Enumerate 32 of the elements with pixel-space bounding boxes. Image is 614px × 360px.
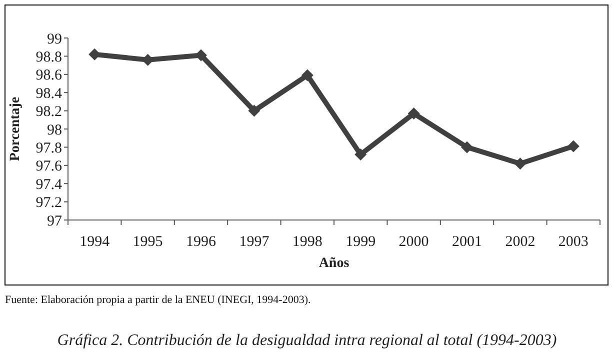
y-tick-label: 98.6: [36, 68, 62, 84]
point: [301, 69, 314, 82]
point: [408, 108, 420, 120]
y-tick-label: 97.8: [36, 140, 62, 156]
point: [354, 148, 367, 160]
x-axis-title: Años: [318, 256, 350, 271]
y-axis-title: Porcentaje: [8, 96, 23, 162]
y-tick-label: 97.2: [36, 195, 62, 212]
y-tick-label: 97.6: [36, 158, 62, 175]
x-tick-label: 2000: [398, 234, 429, 250]
y-tick-label: 98.8: [36, 49, 62, 66]
x-tick-label: 1994: [80, 234, 110, 250]
point: [514, 158, 526, 170]
y-tick-label: 99: [47, 31, 62, 48]
x-tick-label: 2001: [452, 234, 482, 250]
text: Gráfica 2. Contribución de la desigualdad intra regional al total (1994-2003): [57, 332, 557, 349]
y-tick-label: 98.4: [36, 86, 62, 102]
x-tick-label: 2002: [505, 234, 536, 250]
point: [567, 140, 580, 152]
x-tick-label: 1996: [186, 234, 216, 250]
x-tick-label: 1998: [292, 234, 322, 250]
x-tick-label: 2003: [558, 234, 588, 250]
y-tick-label: 98.2: [36, 104, 62, 120]
x-tick-label: 1999: [346, 234, 376, 250]
y-tick-label: 98: [47, 122, 62, 138]
y-tick-label: 97.4: [36, 176, 62, 193]
source-note: Fuente: Elaboración propia a partir de la ENEU (INEGI, 1994-2003).: [5, 294, 312, 306]
y-tick-label: 97: [47, 213, 62, 230]
point: [461, 141, 473, 154]
x-tick-label: 1995: [132, 234, 163, 250]
point: [248, 104, 260, 117]
x-tick-label: 1997: [239, 234, 270, 250]
